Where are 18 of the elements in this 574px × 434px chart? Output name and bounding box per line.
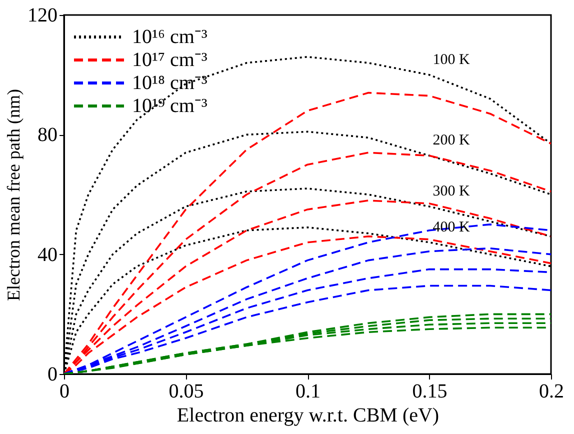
x-tick-label: 0.15: [412, 380, 448, 402]
annotation: 300 K: [432, 183, 470, 200]
annotation: 100 K: [432, 52, 470, 68]
legend-label: 10¹⁶ cm⁻³: [132, 26, 208, 48]
x-tick-label: 0.05: [168, 380, 204, 402]
y-tick-label: 120: [28, 4, 58, 26]
y-tick-label: 40: [38, 244, 58, 266]
y-tick-label: 0: [48, 364, 58, 386]
legend-label: 10¹⁸ cm⁻³: [132, 72, 208, 94]
x-axis-title: Electron energy w.r.t. CBM (eV): [176, 404, 440, 426]
legend-label: 10¹⁷ cm⁻³: [132, 49, 208, 71]
y-axis-title: Electron mean free path (nm): [4, 89, 24, 301]
y-tick-label: 80: [38, 124, 58, 146]
x-tick-label: 0.1: [296, 380, 320, 402]
x-tick-label: 0.2: [539, 380, 564, 402]
annotation: 400 K: [432, 219, 470, 236]
annotation: 200 K: [432, 132, 470, 149]
legend-label: 10¹⁹ cm⁻³: [132, 95, 208, 117]
